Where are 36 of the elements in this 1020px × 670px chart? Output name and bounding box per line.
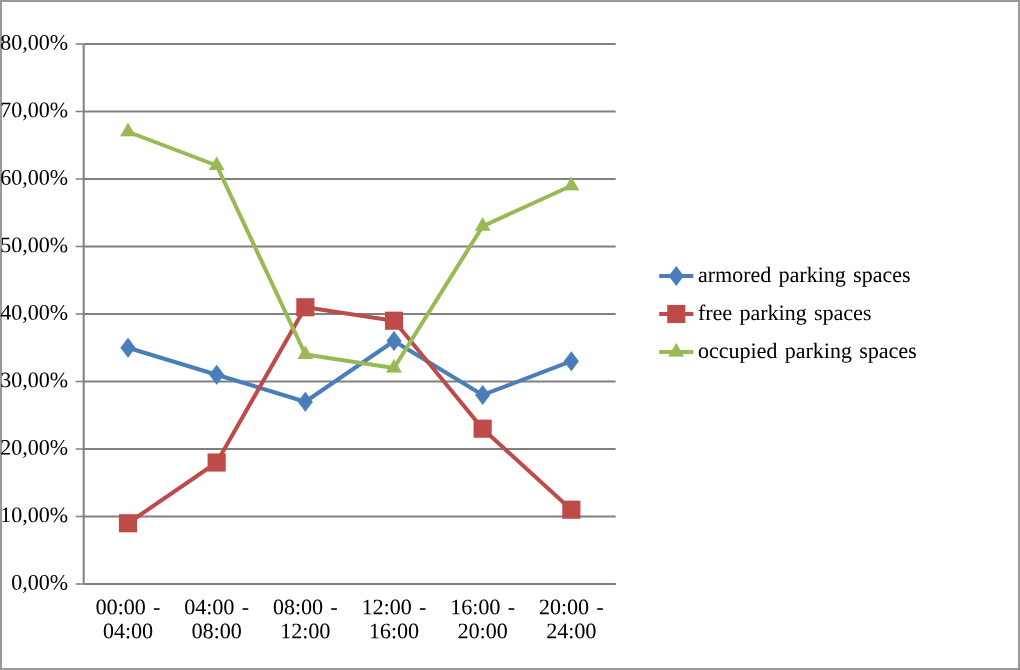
- x-tick-label: 04:00 - 08:00: [185, 599, 249, 639]
- y-tick-label: 70,00%: [1, 102, 68, 121]
- y-tick-label: 20,00%: [1, 439, 68, 458]
- point: [386, 330, 402, 352]
- point: [120, 122, 136, 137]
- point: [207, 453, 226, 472]
- point: [563, 351, 579, 372]
- point: [473, 419, 492, 438]
- point: [208, 156, 225, 171]
- point: [474, 217, 491, 231]
- y-tick-label: 50,00%: [1, 237, 68, 256]
- point: [475, 384, 491, 406]
- legend-label: free parking spaces: [698, 304, 871, 325]
- point: [563, 176, 580, 191]
- y-tick-label: 40,00%: [0, 304, 68, 323]
- x-tick-label: 12:00 - 16:00: [363, 599, 426, 639]
- point: [297, 345, 314, 360]
- y-tick-label: 30,00%: [1, 372, 68, 391]
- legend-label: occupied parking spaces: [698, 342, 916, 363]
- point: [118, 514, 138, 533]
- point: [296, 298, 315, 317]
- y-tick-label: 80,00%: [1, 34, 68, 54]
- point: [384, 311, 404, 330]
- point: [562, 500, 581, 519]
- legend-label: armored parking spaces: [698, 266, 910, 287]
- x-tick-label: 20:00 - 24:00: [539, 599, 603, 639]
- y-tick-label: 60,00%: [1, 169, 68, 188]
- x-tick-label: 16:00 - 20:00: [452, 599, 515, 639]
- y-tick-label: 0,00%: [12, 574, 68, 593]
- x-tick-label: 08:00 - 12:00: [273, 599, 337, 639]
- y-tick-label: 10,00%: [2, 507, 68, 526]
- x-tick-label: 00:00 - 04:00: [96, 599, 160, 639]
- point: [120, 337, 136, 358]
- point: [386, 358, 402, 373]
- point: [209, 364, 225, 385]
- point: [297, 391, 313, 412]
